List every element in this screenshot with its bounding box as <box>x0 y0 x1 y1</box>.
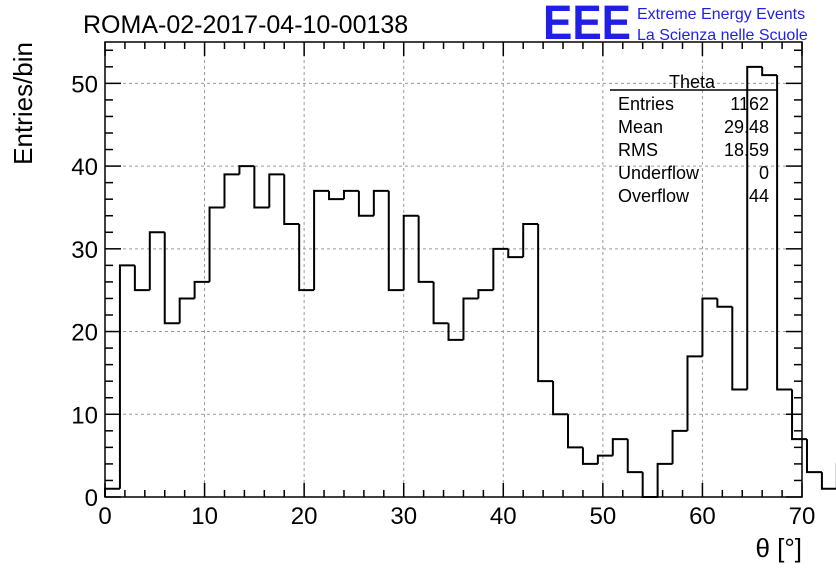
histogram-bin <box>283 174 300 225</box>
histogram-bin <box>492 247 509 291</box>
x-tick-label: 0 <box>98 503 111 530</box>
histogram-bin <box>148 231 165 291</box>
histogram-bin <box>208 206 225 282</box>
histogram-bin <box>611 438 628 456</box>
histogram-bin <box>716 298 733 308</box>
y-tick-label: 40 <box>71 154 98 181</box>
stats-row-label: Entries <box>618 94 674 114</box>
histogram-bin <box>268 173 285 208</box>
histogram-bin <box>133 265 150 292</box>
stats-row-label: Mean <box>618 117 663 137</box>
histogram-bin <box>731 306 748 391</box>
histogram-bin <box>372 189 389 216</box>
x-axis-label: θ [°] <box>755 533 802 563</box>
stats-box-title: Theta <box>669 72 716 92</box>
histogram-bin <box>641 472 658 498</box>
x-tick-label: 60 <box>689 503 716 530</box>
histogram-bin <box>223 173 240 208</box>
x-tick-label: 50 <box>590 503 617 530</box>
y-tick-label: 0 <box>85 485 98 512</box>
histogram-bin <box>462 297 479 340</box>
histogram-bin <box>238 165 255 175</box>
histogram-bin <box>761 66 778 77</box>
histogram-bin <box>477 289 494 299</box>
histogram-bin <box>402 214 419 291</box>
histogram-bin <box>820 472 836 490</box>
histogram-bin <box>671 429 688 464</box>
y-tick-label: 10 <box>71 402 98 429</box>
histogram-bin <box>567 414 583 449</box>
x-tick-label: 70 <box>789 503 816 530</box>
stats-row-label: RMS <box>618 140 658 160</box>
histogram-bin <box>522 223 539 258</box>
stats-row-label: Underflow <box>618 163 700 183</box>
logo-caption-line1: Extreme Energy Events <box>637 6 805 23</box>
histogram-bin <box>253 166 270 209</box>
histogram-bin <box>805 439 822 474</box>
histogram-bin <box>507 248 524 259</box>
histogram-bin <box>776 75 793 391</box>
histogram-bin <box>552 381 569 416</box>
histogram-bin <box>746 65 763 390</box>
stats-box-rows: Entries 1162 Mean 29.48 RMS 18.59 Underflow 0 Ov… <box>618 94 769 206</box>
y-tick-label: 50 <box>71 71 98 98</box>
histogram-bin <box>686 355 703 431</box>
y-tick-label: 30 <box>71 237 98 264</box>
x-tick-label: 10 <box>191 503 218 530</box>
histogram-bin <box>163 232 180 325</box>
histogram-bin <box>178 297 195 324</box>
eee-logo: EEE <box>543 0 631 50</box>
stats-row-value: 18.59 <box>724 140 769 160</box>
histogram-series <box>104 65 836 498</box>
stats-row-label: Overflow <box>618 186 690 206</box>
histogram-bin <box>537 224 554 383</box>
histogram-bin <box>193 280 210 299</box>
x-tick-label: 20 <box>291 503 318 530</box>
histogram-bin <box>701 297 718 357</box>
chart-title: ROMA-02-2017-04-10-00138 <box>83 11 408 39</box>
x-tick-label: 40 <box>490 503 517 530</box>
stats-row-value: 0 <box>759 163 769 183</box>
x-tick-label: 30 <box>390 503 417 530</box>
histogram-bin <box>313 189 330 291</box>
axes: 0 10 20 30 40 50 60 70 0 10 20 30 40 50 <box>71 42 815 530</box>
histogram-bin <box>432 281 449 325</box>
histogram-bin <box>447 323 464 341</box>
stats-box: Theta Entries 1162 Mean 29.48 RMS 18.59 Underf… <box>610 72 778 206</box>
histogram-bin <box>417 215 434 283</box>
histogram-bin <box>342 189 359 200</box>
histogram-bin <box>357 190 374 217</box>
plot-frame <box>104 41 803 498</box>
histogram-bin <box>626 439 643 474</box>
histogram-bin <box>656 462 673 497</box>
histogram-bin <box>298 224 315 292</box>
stats-row-value: 1162 <box>730 94 769 114</box>
histogram-bin <box>581 447 598 465</box>
logo-caption-line2: La Scienza nelle Scuole <box>637 27 808 44</box>
stats-row-value: 29.48 <box>724 117 769 137</box>
y-axis-label: Entries/bin <box>8 42 38 165</box>
histogram-bin <box>118 264 135 489</box>
histogram-bin <box>596 454 613 464</box>
histogram-bin <box>387 190 404 292</box>
histogram-bin <box>328 190 344 201</box>
y-tick-label: 20 <box>71 320 98 347</box>
histogram-bin <box>104 487 120 497</box>
grid-lines <box>105 42 802 497</box>
stats-row-value: 44 <box>749 186 769 206</box>
